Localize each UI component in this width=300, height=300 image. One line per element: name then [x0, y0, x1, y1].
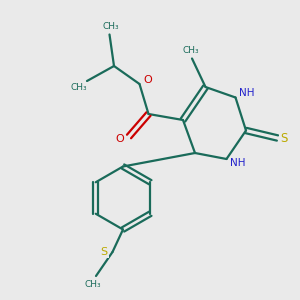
Text: CH₃: CH₃	[70, 82, 87, 91]
Text: NH: NH	[230, 158, 246, 169]
Text: O: O	[116, 134, 124, 145]
Text: NH: NH	[239, 88, 255, 98]
Text: S: S	[100, 247, 108, 257]
Text: CH₃: CH₃	[103, 22, 119, 31]
Text: CH₃: CH₃	[84, 280, 101, 289]
Text: O: O	[143, 75, 152, 85]
Text: CH₃: CH₃	[182, 46, 199, 55]
Text: S: S	[280, 131, 288, 145]
